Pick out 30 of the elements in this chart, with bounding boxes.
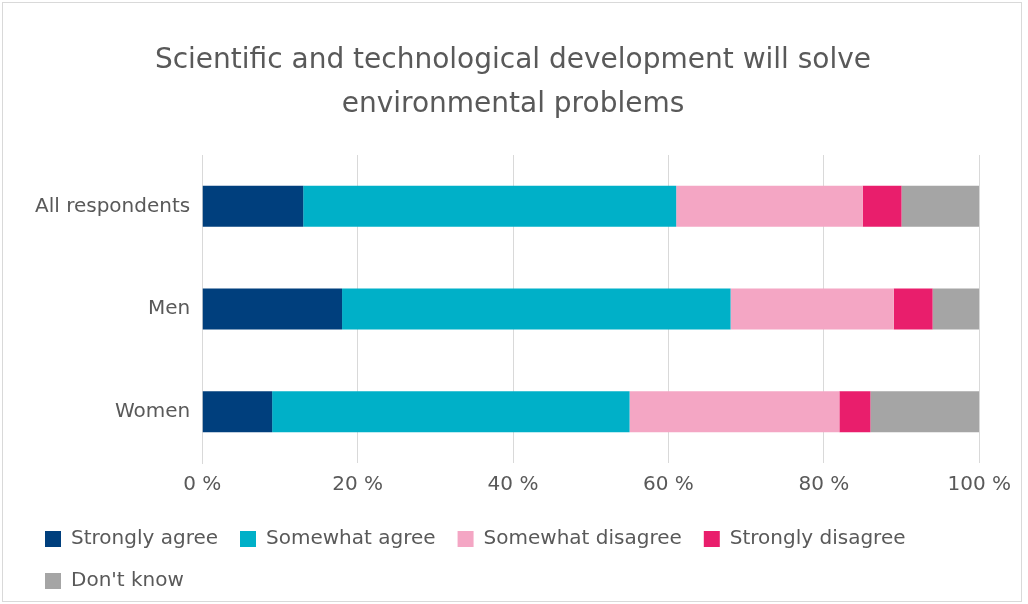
legend-label: Don't know — [71, 567, 184, 592]
bar — [272, 391, 630, 433]
bar — [893, 288, 933, 330]
legend-label: Strongly disagree — [729, 525, 906, 550]
chart-title: Scientific and technological development will solve environmental problems — [153, 41, 873, 121]
bar — [629, 391, 840, 433]
legend-label: Strongly agree — [71, 525, 219, 550]
bar — [839, 391, 871, 433]
y-tick-label: All respondents — [34, 192, 191, 217]
bar — [342, 288, 731, 330]
x-tick-label: 40 % — [487, 471, 539, 496]
bar — [202, 288, 343, 330]
bar — [932, 288, 980, 330]
bar — [202, 185, 304, 227]
x-tick-label: 20 % — [332, 471, 384, 496]
y-tick-label: Men — [147, 295, 191, 320]
y-tick-label: Women — [114, 397, 191, 422]
bar — [303, 185, 677, 227]
bar — [202, 391, 273, 433]
bar — [870, 391, 980, 433]
x-tick-label: 60 % — [643, 471, 694, 496]
bar — [676, 185, 863, 227]
x-tick-label: 80 % — [798, 471, 850, 496]
bar — [901, 185, 980, 227]
x-tick-label: 0 % — [183, 471, 222, 496]
bar — [730, 288, 894, 330]
legend-label: Somewhat agree — [266, 525, 436, 550]
x-tick-label: 100 % — [947, 471, 1012, 496]
bar — [862, 185, 902, 227]
legend-label: Somewhat disagree — [483, 525, 682, 550]
